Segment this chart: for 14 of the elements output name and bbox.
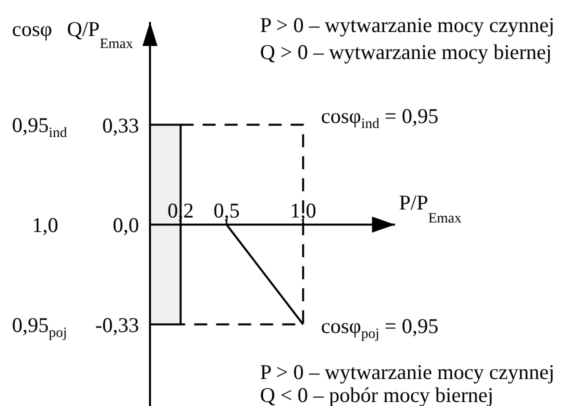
x-tick-label: 0,5 [213,198,240,223]
annotation: Q > 0 – wytwarzanie mocy biernej [260,40,552,64]
text: 0,95$_{ind}$ [12,113,67,142]
x-tick-label: 1,0 [290,198,316,223]
y-axis-title: Q/P$_{Emax}$ [67,17,133,52]
annotation: cosφ$_{ind}$ = 0,95 [321,104,438,132]
text: 0,95$_{poj}$ [12,313,67,342]
y-tick-label: 0,33 [102,113,139,138]
annotation: cosφ$_{poj}$ = 0,95 [321,314,438,342]
annotation: P > 0 – wytwarzanie mocy czynnej [260,360,554,384]
y-tick-label: 0,0 [112,213,139,238]
annotation: P > 0 – wytwarzanie mocy czynnej [260,13,554,37]
y-tick-label: -0,33 [95,312,139,337]
text: cosφ [12,17,52,41]
